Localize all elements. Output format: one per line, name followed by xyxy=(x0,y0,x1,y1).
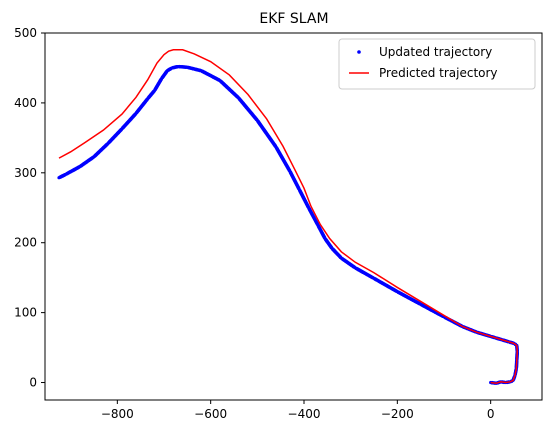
legend-label: Updated trajectory xyxy=(379,45,492,59)
legend-label: Predicted trajectory xyxy=(379,66,498,80)
x-tick-label: −200 xyxy=(381,407,414,421)
y-tick-label: 100 xyxy=(14,306,37,320)
chart-title: EKF SLAM xyxy=(259,11,328,27)
y-tick-label: 400 xyxy=(14,96,37,110)
legend-box xyxy=(338,38,536,90)
legend-marker-swatch xyxy=(357,50,361,54)
y-tick-label: 0 xyxy=(29,376,37,390)
x-tick-label: 0 xyxy=(487,407,495,421)
y-tick-label: 500 xyxy=(14,26,37,40)
x-tick-label: −600 xyxy=(194,407,227,421)
series-line-predicted-trajectory xyxy=(58,49,519,384)
y-tick-label: 300 xyxy=(14,166,37,180)
scatter-point xyxy=(57,176,61,180)
legend: Updated trajectory Predicted trajectory xyxy=(338,38,536,90)
y-tick-label: 200 xyxy=(14,236,37,250)
x-tick-label: −400 xyxy=(288,407,321,421)
x-tick-label: −800 xyxy=(101,407,134,421)
plot-frame xyxy=(44,32,543,401)
